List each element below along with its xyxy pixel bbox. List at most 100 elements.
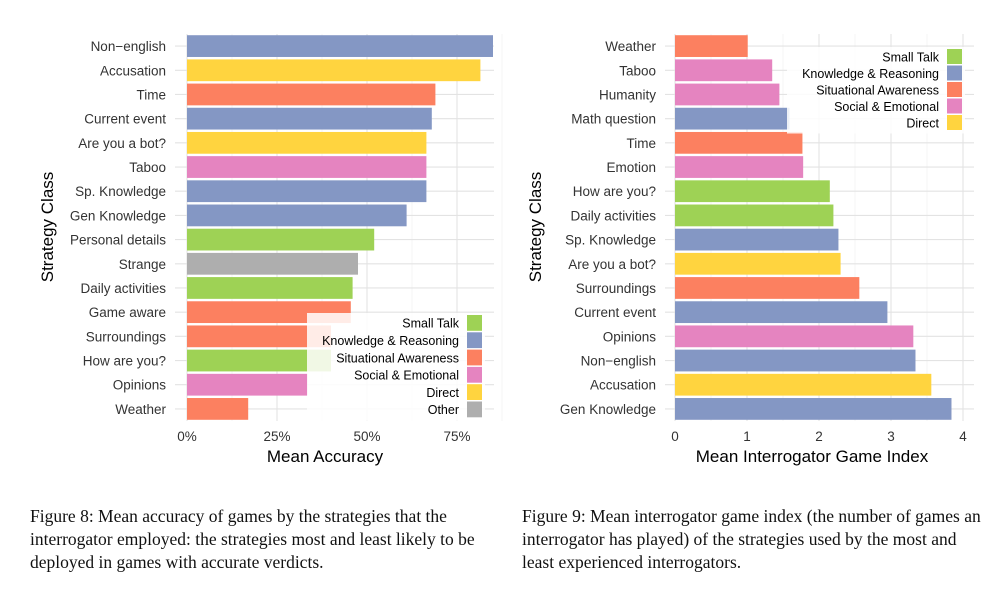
x-tick-label: 0 [671, 429, 679, 444]
y-tick-label-math-question: Math question [571, 112, 656, 127]
legend-label-knowledge-reasoning: Knowledge & Reasoning [322, 334, 459, 348]
y-tick-label-emotion: Emotion [606, 160, 656, 175]
y-tick-label-daily-activities: Daily activities [80, 281, 166, 296]
bar-sp-knowledge [187, 180, 427, 203]
bar-current-event [675, 301, 888, 324]
legend-swatch-direct [947, 115, 962, 130]
bar-gen-knowledge [675, 398, 952, 420]
legend-swatch-social-emotional [947, 98, 962, 114]
bar-math-question [675, 107, 790, 130]
legend-label-knowledge-reasoning: Knowledge & Reasoning [802, 67, 939, 81]
x-tick-label: 3 [887, 429, 895, 444]
bar-time [187, 83, 436, 106]
figure-8-caption: Figure 8: Mean accuracy of games by the … [30, 506, 475, 572]
bar-non-english [187, 35, 493, 57]
legend-swatch-small-talk [947, 49, 962, 64]
bar-weather [675, 35, 748, 57]
y-tick-label-are-you-a-bot: Are you a bot? [78, 136, 166, 151]
x-axis-title: Mean Accuracy [267, 447, 384, 466]
y-tick-label-personal-details: Personal details [70, 233, 166, 248]
bar-how-are-you [187, 349, 331, 372]
bar-strange [187, 252, 358, 275]
y-tick-label-current-event: Current event [574, 305, 656, 320]
y-tick-label-taboo: Taboo [129, 160, 166, 175]
bar-time [675, 131, 803, 154]
y-tick-label-gen-knowledge: Gen Knowledge [70, 208, 166, 223]
bar-daily-activities [675, 204, 834, 227]
legend-swatch-direct [467, 384, 482, 400]
y-axis-title: Strategy Class [526, 172, 545, 283]
x-tick-label: 25% [263, 429, 290, 444]
legend-label-social-emotional: Social & Emotional [834, 100, 939, 114]
y-tick-label-daily-activities: Daily activities [570, 208, 656, 223]
chart-mean-interrogator-game-index: Weather Taboo Humanity Math question Time Emo… [526, 34, 974, 466]
y-tick-label-taboo: Taboo [619, 63, 656, 78]
bar-opinions [187, 373, 308, 396]
y-tick-label-gen-knowledge: Gen Knowledge [560, 402, 656, 417]
x-tick-label: 75% [443, 429, 470, 444]
bar-humanity [675, 83, 780, 106]
x-tick-label: 0% [177, 429, 197, 444]
legend-label-direct: Direct [906, 116, 939, 130]
bar-how-are-you [675, 180, 830, 203]
bar-are-you-a-bot [187, 131, 427, 154]
y-tick-label-strange: Strange [119, 257, 166, 272]
bar-opinions [675, 325, 914, 348]
legend-swatch-social-emotional [467, 366, 482, 383]
bar-accusation [187, 59, 481, 82]
y-tick-label-opinions: Opinions [113, 378, 167, 393]
bar-personal-details [187, 228, 375, 251]
y-tick-label-surroundings: Surroundings [86, 329, 167, 344]
y-tick-label-how-are-you: How are you? [83, 354, 166, 369]
bar-taboo [675, 59, 773, 82]
y-axis-title: Strategy Class [38, 172, 57, 283]
legend-swatch-knowledge-reasoning [947, 65, 962, 81]
x-tick-label: 50% [353, 429, 380, 444]
legend-label-small-talk: Small Talk [402, 317, 459, 331]
y-tick-label-opinions: Opinions [603, 329, 657, 344]
legend-label-situational-awareness: Situational Awareness [336, 351, 459, 365]
y-tick-label-current-event: Current event [84, 112, 166, 127]
legend-swatch-knowledge-reasoning [467, 332, 482, 349]
legend-swatch-situational-awareness [467, 349, 482, 366]
y-tick-label-how-are-you: How are you? [573, 184, 656, 199]
y-tick-label-sp-knowledge: Sp. Knowledge [75, 184, 166, 199]
legend-background [787, 47, 965, 134]
legend-label-direct: Direct [426, 386, 459, 400]
legend: Small Talk Knowledge & Reasoning Situation… [307, 313, 485, 421]
legend-background [307, 313, 485, 421]
bar-current-event [187, 107, 432, 130]
y-tick-label-are-you-a-bot: Are you a bot? [568, 257, 656, 272]
x-tick-label: 1 [743, 429, 751, 444]
bar-surroundings [187, 325, 331, 348]
bar-are-you-a-bot [675, 252, 841, 275]
bar-non-english [675, 349, 916, 372]
legend-swatch-small-talk [467, 315, 482, 331]
x-tick-label: 2 [815, 429, 823, 444]
bar-gen-knowledge [187, 204, 407, 227]
y-tick-label-non-english: Non−english [91, 39, 166, 54]
legend-label-situational-awareness: Situational Awareness [816, 83, 939, 97]
y-tick-label-non-english: Non−english [581, 354, 656, 369]
legend: Small Talk Knowledge & Reasoning Situation… [787, 47, 965, 134]
legend-label-other: Other [428, 403, 459, 417]
y-tick-label-time: Time [627, 136, 657, 151]
y-tick-label-sp-knowledge: Sp. Knowledge [565, 233, 656, 248]
bar-weather [187, 398, 249, 420]
y-tick-label-humanity: Humanity [599, 87, 656, 102]
legend-swatch-other [467, 401, 482, 418]
figure-9-caption: Figure 9: Mean interrogator game index (… [522, 506, 981, 572]
y-tick-label-weather: Weather [115, 402, 166, 417]
chart-mean-accuracy: Non−english Accusation Time Current event Ar… [38, 34, 503, 466]
bar-emotion [675, 156, 804, 178]
bar-accusation [675, 373, 932, 396]
bar-sp-knowledge [675, 228, 839, 251]
y-tick-label-game-aware: Game aware [89, 305, 166, 320]
legend-label-social-emotional: Social & Emotional [354, 369, 459, 383]
x-axis-title: Mean Interrogator Game Index [696, 447, 929, 466]
bar-surroundings [675, 277, 860, 299]
bar-taboo [187, 156, 427, 178]
y-tick-label-weather: Weather [605, 39, 656, 54]
legend-label-small-talk: Small Talk [882, 50, 939, 64]
